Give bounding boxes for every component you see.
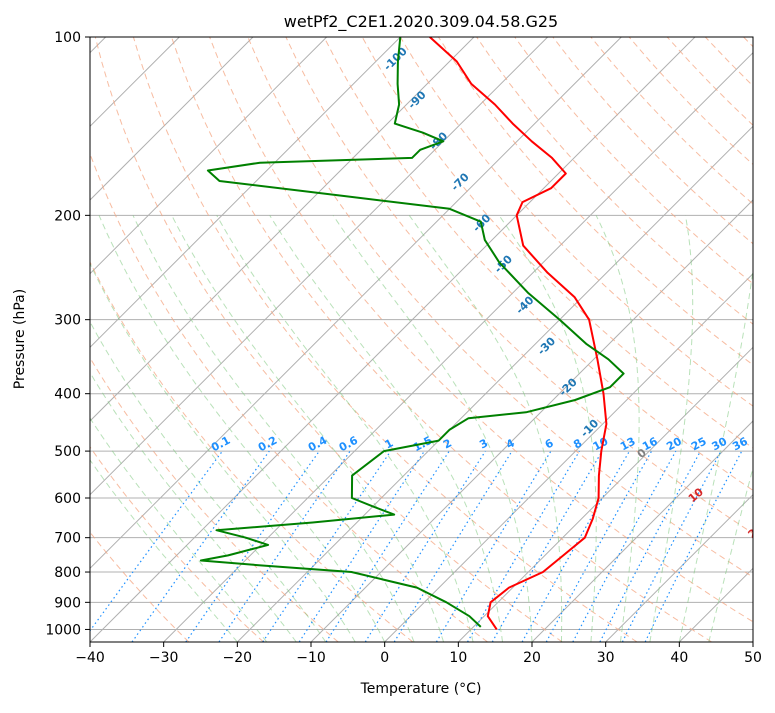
y-tick-label: 200 xyxy=(54,208,81,224)
y-tick-label: 900 xyxy=(54,595,81,611)
x-tick-label: −10 xyxy=(296,650,326,666)
x-tick-label: −20 xyxy=(223,650,253,666)
x-tick-label: 0 xyxy=(380,650,389,666)
x-axis-title: Temperature (°C) xyxy=(360,681,482,697)
y-tick-label: 800 xyxy=(54,565,81,581)
chart-title: wetPf2_C2E1.2020.309.04.58.G25 xyxy=(284,12,558,32)
y-tick-label: 500 xyxy=(54,444,81,460)
y-tick-label: 700 xyxy=(54,531,81,547)
y-axis-title: Pressure (hPa) xyxy=(12,289,28,389)
y-tick-label: 1000 xyxy=(45,622,81,638)
x-tick-label: 50 xyxy=(744,650,762,666)
y-tick-label: 300 xyxy=(54,313,81,329)
x-tick-label: 40 xyxy=(670,650,688,666)
x-tick-label: 10 xyxy=(449,650,467,666)
x-tick-label: 30 xyxy=(597,650,615,666)
y-tick-label: 100 xyxy=(54,30,81,46)
x-tick-label: 20 xyxy=(523,650,541,666)
x-tick-label: −30 xyxy=(149,650,179,666)
y-tick-label: 600 xyxy=(54,491,81,507)
x-tick-label: −40 xyxy=(75,650,105,666)
y-tick-label: 400 xyxy=(54,387,81,403)
